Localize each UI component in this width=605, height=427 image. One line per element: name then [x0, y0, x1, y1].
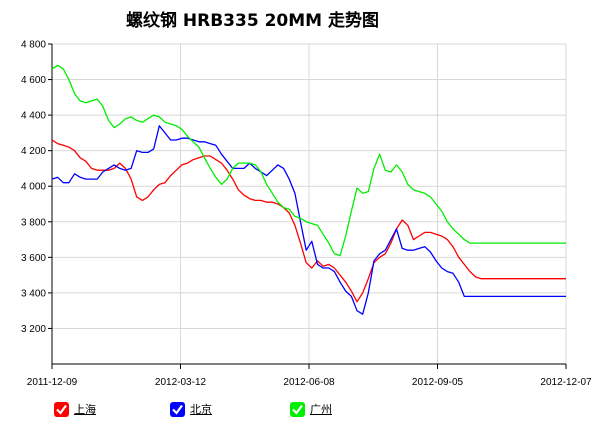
chart-legend: 上海 北京 广州 — [0, 401, 605, 421]
line-chart: 3 200 3 400 3 600 3 800 4 000 4 200 4 400 4 600… — [21, 40, 592, 389]
legend-item-guangzhou[interactable]: 广州 — [290, 401, 332, 417]
series-line-2 — [51, 64, 566, 257]
series-line-0 — [51, 139, 566, 303]
y-tick-label: 3 800 — [21, 217, 46, 228]
y-tick-label: 4 000 — [21, 182, 46, 193]
chart-title: 螺纹钢 HRB335 20MM 走势图 — [125, 11, 379, 31]
y-tick-label: 4 200 — [21, 146, 46, 157]
y-tick-label: 4 600 — [21, 75, 46, 86]
x-tick-label: 2011-12-09 — [27, 377, 78, 388]
y-tick-label: 3 400 — [21, 288, 46, 299]
check-icon — [170, 401, 185, 417]
y-tick-label: 4 400 — [21, 111, 46, 122]
y-tick-label: 3 200 — [21, 324, 46, 335]
check-icon — [54, 401, 69, 417]
y-tick-label: 3 600 — [21, 253, 46, 264]
x-tick-label: 2012-06-08 — [283, 377, 335, 388]
legend-label: 北京 — [190, 403, 212, 416]
x-tick-label: 2012-12-07 — [540, 377, 592, 388]
legend-label: 上海 — [74, 403, 96, 416]
y-tick-label: 4 800 — [21, 40, 46, 51]
legend-item-beijing[interactable]: 北京 — [170, 401, 212, 417]
x-tick-label: 2012-03-12 — [155, 377, 207, 388]
x-tick-label: 2012-09-05 — [412, 377, 464, 388]
legend-label: 广州 — [310, 403, 332, 416]
series-line-1 — [51, 125, 566, 315]
legend-item-shanghai[interactable]: 上海 — [54, 401, 96, 417]
check-icon — [290, 401, 305, 417]
